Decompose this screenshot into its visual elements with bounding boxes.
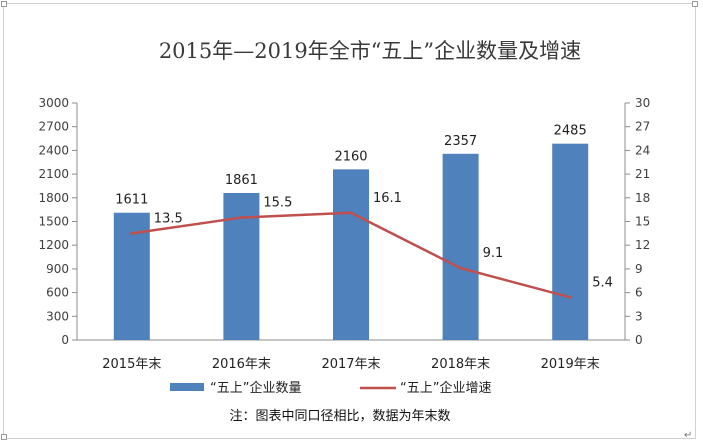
line-point xyxy=(130,231,134,235)
line-data-label: 15.5 xyxy=(263,196,292,211)
right-axis-tick-label: 27 xyxy=(635,120,650,134)
x-axis-category-label: 2017年末 xyxy=(321,357,380,372)
left-axis-tick-label: 0 xyxy=(61,333,69,347)
right-axis-tick-label: 0 xyxy=(635,333,643,347)
left-axis-tick-label: 300 xyxy=(46,309,69,323)
x-axis-category-label: 2019年末 xyxy=(541,357,600,372)
left-axis-tick-label: 900 xyxy=(46,262,69,276)
bar xyxy=(223,192,260,340)
line-data-label: 13.5 xyxy=(154,211,183,226)
right-axis-tick-label: 3 xyxy=(635,309,643,323)
chart-title: 2015年—2019年全市“五上”企业数量及增速 xyxy=(159,39,581,63)
legend-label: “五上”企业数量 xyxy=(210,380,301,396)
line-point xyxy=(459,266,463,270)
right-axis-tick-label: 6 xyxy=(635,286,643,300)
bar-data-label: 2160 xyxy=(334,149,367,164)
left-axis-tick-label: 1500 xyxy=(38,215,69,229)
frame-corner-marker xyxy=(692,1,698,7)
axes: 0 300 600 900 1200 1500 1800 2100 2400 2700 3000 0 3… xyxy=(38,96,650,372)
frame-corner-marker xyxy=(1,1,7,7)
left-axis-tick-label: 600 xyxy=(46,286,69,300)
bar-series: 1611 1861 2160 2357 2485 xyxy=(113,124,589,340)
legend-label: “五上”企业增速 xyxy=(400,380,491,396)
legend-swatch-bar xyxy=(170,383,204,391)
bar-data-label: 2357 xyxy=(444,134,477,149)
line-data-label: 9.1 xyxy=(483,246,504,261)
line-point xyxy=(239,216,243,220)
right-axis-tick-label: 21 xyxy=(635,167,650,181)
legend: “五上”企业数量 “五上”企业增速 xyxy=(170,380,491,396)
return-mark-icon: ↵ xyxy=(684,430,692,441)
bar-data-label: 1861 xyxy=(225,173,258,188)
left-axis-tick-label: 2700 xyxy=(38,120,69,134)
right-axis-tick-label: 18 xyxy=(635,191,650,205)
bar-data-label: 1611 xyxy=(115,193,148,208)
line-point xyxy=(568,295,572,299)
right-axis-tick-label: 9 xyxy=(635,262,643,276)
line-point xyxy=(349,211,353,215)
line-series: 13.5 15.5 16.1 9.1 5.4 xyxy=(130,191,613,299)
line-data-label: 16.1 xyxy=(373,191,402,206)
bar xyxy=(442,153,479,340)
chart-frame xyxy=(3,3,696,439)
bar xyxy=(552,143,589,340)
x-axis-category-label: 2016年末 xyxy=(212,357,271,372)
bar xyxy=(333,169,369,340)
right-axis-tick-label: 15 xyxy=(635,215,650,229)
left-axis-tick-label: 2400 xyxy=(38,143,69,157)
x-axis-category-label: 2015年末 xyxy=(102,357,161,372)
right-axis-tick-label: 12 xyxy=(635,238,650,252)
right-axis-tick-label: 24 xyxy=(635,143,650,157)
left-axis-tick-label: 1800 xyxy=(38,191,69,205)
right-axis-tick-label: 30 xyxy=(635,96,650,110)
chart-note: 注：图表中同口径相比，数据为年末数 xyxy=(229,409,450,424)
left-axis-tick-label: 2100 xyxy=(38,167,69,181)
x-axis-category-label: 2018年末 xyxy=(431,357,490,372)
left-axis-tick-label: 3000 xyxy=(38,96,69,110)
bar-data-label: 2485 xyxy=(554,124,587,139)
line-data-label: 5.4 xyxy=(592,275,613,290)
left-axis-tick-label: 1200 xyxy=(38,238,69,252)
frame-corner-marker xyxy=(1,434,7,440)
